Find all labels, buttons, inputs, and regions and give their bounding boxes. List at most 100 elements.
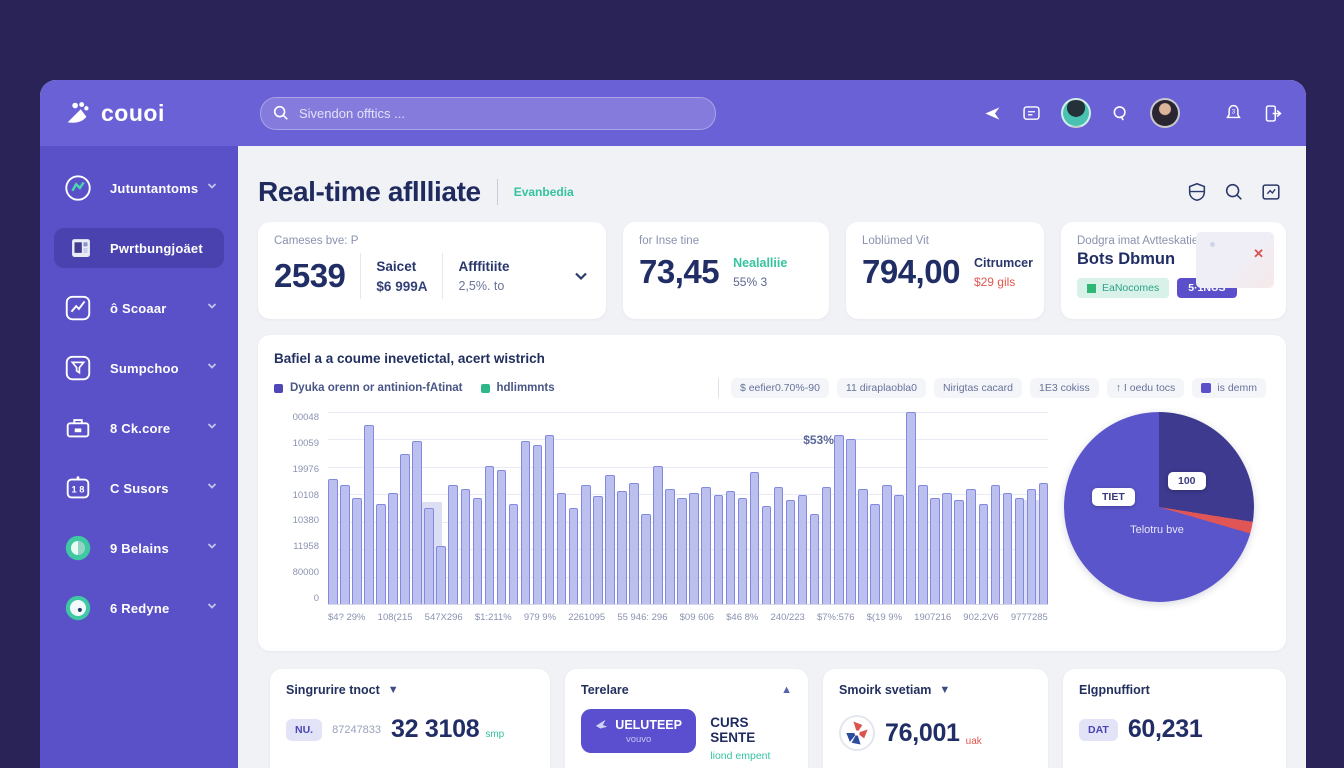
bar[interactable] (653, 465, 663, 604)
bar[interactable] (821, 486, 832, 604)
chat-icon[interactable] (1021, 103, 1042, 124)
bar[interactable] (954, 500, 964, 604)
bar[interactable] (737, 498, 748, 604)
bar[interactable] (918, 484, 928, 604)
bar[interactable] (328, 479, 338, 604)
bar[interactable] (846, 438, 856, 604)
subcol-value: $6 999A (376, 278, 428, 294)
bar[interactable] (785, 500, 796, 604)
bar[interactable] (593, 496, 603, 604)
bar[interactable] (617, 490, 627, 604)
sidebar-item-c-susors[interactable]: 1 8 C Susors (40, 458, 238, 518)
bar[interactable] (797, 494, 808, 604)
bar[interactable] (412, 440, 422, 604)
bar[interactable] (605, 475, 615, 604)
avatar-1[interactable] (1061, 98, 1091, 128)
search-secondary-icon[interactable] (1110, 103, 1131, 124)
filter-pill-is-demm[interactable]: is demm (1192, 378, 1266, 398)
bar[interactable] (1038, 483, 1049, 604)
bar[interactable] (376, 504, 386, 604)
bar[interactable] (641, 513, 651, 604)
bar[interactable] (544, 435, 555, 604)
bar[interactable] (388, 492, 398, 604)
bar[interactable] (942, 492, 952, 604)
bar[interactable] (472, 498, 483, 604)
bar[interactable] (749, 471, 760, 604)
search-input[interactable] (260, 96, 716, 130)
send-icon[interactable] (981, 103, 1002, 124)
bar[interactable] (894, 494, 904, 604)
bar[interactable] (1014, 498, 1025, 604)
bar[interactable] (364, 425, 374, 604)
filter-pill-1e3-cokiss[interactable]: 1E3 cokiss (1029, 378, 1099, 398)
bar[interactable] (858, 488, 868, 604)
bar[interactable] (677, 498, 687, 604)
dropdown-caret-icon[interactable]: ▼ (939, 684, 951, 696)
chevron-down-icon[interactable] (572, 267, 590, 285)
filter-pill-11-diraplaobla0[interactable]: 11 diraplaobla0 (836, 378, 926, 398)
export-icon[interactable] (1260, 181, 1282, 203)
sidebar-item-sumpchoo[interactable]: Sumpchoo (40, 338, 238, 398)
bar[interactable] (436, 546, 446, 604)
bars-container (328, 412, 1049, 604)
logout-icon[interactable] (1263, 103, 1284, 124)
bar[interactable] (496, 469, 507, 604)
bar[interactable] (713, 494, 724, 604)
bar[interactable] (833, 435, 844, 604)
bar[interactable] (665, 488, 675, 604)
bar[interactable] (990, 484, 1001, 604)
bar[interactable] (400, 454, 410, 604)
bar[interactable] (773, 486, 784, 604)
avatar-2[interactable] (1150, 98, 1180, 128)
app-logo[interactable]: couoi (62, 98, 238, 128)
bar[interactable] (448, 484, 459, 604)
bar[interactable] (1002, 492, 1013, 604)
bar[interactable] (580, 484, 591, 604)
bar[interactable] (930, 498, 940, 604)
shield-icon[interactable] (1186, 181, 1208, 203)
bar[interactable] (761, 506, 772, 604)
bar[interactable] (978, 504, 989, 604)
bar[interactable] (882, 484, 892, 604)
bar[interactable] (906, 412, 916, 604)
sidebar-item-8-ck-core[interactable]: 8 Ck.core (40, 398, 238, 458)
bar[interactable] (556, 492, 567, 604)
bar[interactable] (689, 492, 699, 604)
purple-square-icon (1201, 383, 1212, 393)
filter-pill-nirigtas-cacard[interactable]: Nirigtas cacard (933, 378, 1022, 398)
bar[interactable] (484, 465, 495, 604)
bell-icon[interactable]: 3 (1223, 103, 1244, 124)
sidebar-item-6-redyne[interactable]: 6 Redyne (40, 578, 238, 638)
bar[interactable] (424, 508, 434, 604)
bar[interactable] (701, 486, 711, 604)
dropdown-caret-icon[interactable]: ▼ (387, 684, 399, 696)
filter-pill-eefier0-70-90[interactable]: $ eefier0.70%-90 (730, 378, 829, 398)
bar[interactable] (870, 504, 880, 604)
sidebar-item-jutuntantoms[interactable]: Jutuntantoms (40, 158, 238, 218)
bar[interactable] (508, 504, 519, 604)
ueluteep-button[interactable]: UELUTEEP vouvo (581, 709, 697, 753)
pie-circle[interactable] (1064, 412, 1254, 602)
bar[interactable] (966, 488, 977, 604)
bottom-card-3: Smoirk svetiam ▼ (823, 669, 1048, 768)
bar[interactable] (532, 444, 543, 604)
sidebar-item-scoaar[interactable]: ô Scoaar (40, 278, 238, 338)
filter-pill-i-oedu-tocs[interactable]: ↑ I oedu tocs (1106, 378, 1185, 398)
status-badge-earnings[interactable]: EaNocomes (1077, 278, 1170, 298)
bar[interactable] (809, 513, 820, 604)
x-tick: $7%:576 (816, 612, 855, 623)
bar[interactable] (1026, 488, 1037, 604)
caret-up-icon[interactable]: ▲ (781, 684, 792, 696)
bar[interactable] (629, 483, 639, 604)
sidebar-item-9-belains[interactable]: 9 Belains (40, 518, 238, 578)
bar[interactable] (460, 488, 471, 604)
search-icon[interactable] (1223, 181, 1245, 203)
bar[interactable] (568, 508, 579, 604)
bar[interactable] (520, 440, 531, 604)
sidebar-item-pwrtbungjo-et[interactable]: Pwrtbungjoäet (54, 228, 224, 268)
bar[interactable] (352, 498, 362, 604)
bar[interactable] (725, 490, 736, 604)
bottom-row: Singrurire tnoct ▼ NU. 87247833 32 3108 … (258, 669, 1286, 768)
x-tick: 240/223 (770, 612, 805, 623)
bar[interactable] (340, 484, 350, 604)
